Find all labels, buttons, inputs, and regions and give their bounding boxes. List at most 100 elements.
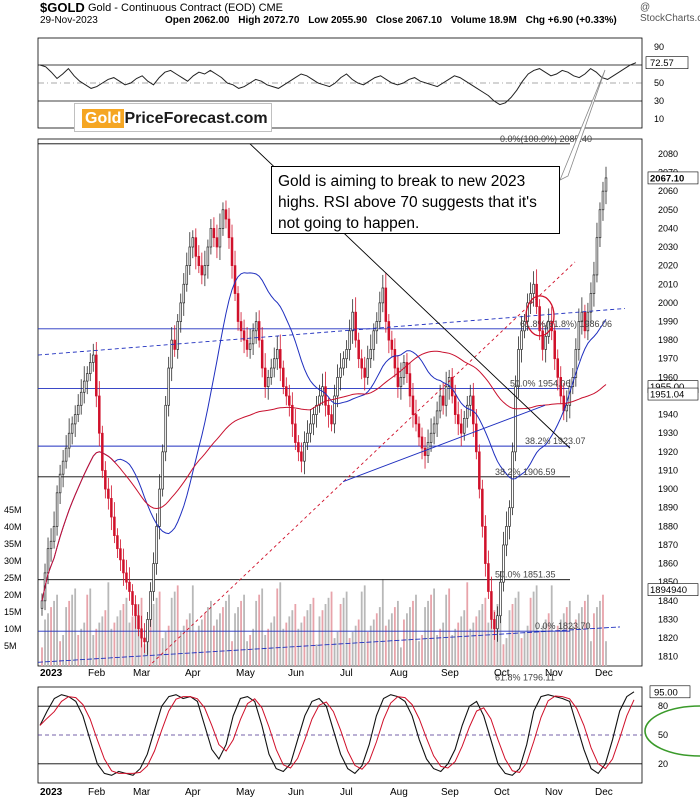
candle-body	[604, 177, 608, 192]
candle-body	[285, 386, 288, 397]
volume-bar	[143, 644, 146, 666]
candle-body	[303, 442, 306, 462]
candle-body	[556, 358, 559, 378]
fib-label: 50.0% 1954.06	[510, 378, 571, 388]
volume-bar	[219, 613, 221, 666]
price-tick-label: 1920	[658, 447, 678, 457]
candle-body	[167, 367, 170, 406]
candle-body	[565, 404, 569, 412]
candle-body	[595, 237, 599, 276]
price-tick-label: 1990	[658, 316, 678, 326]
price-plot	[38, 143, 626, 666]
volume-bar	[363, 585, 366, 666]
candle-body	[496, 615, 499, 630]
candle-body	[209, 228, 213, 248]
candle-body	[417, 423, 421, 438]
candle-body	[242, 330, 246, 341]
rsi-last-label: 72.57	[650, 58, 674, 69]
volume-value: Volume 18.9M	[450, 15, 517, 26]
volume-bar	[59, 641, 61, 666]
volume-bar	[62, 635, 65, 666]
candle-body	[375, 321, 379, 332]
volume-bar	[252, 628, 255, 666]
candle-body	[318, 395, 321, 406]
volume-bar	[415, 594, 417, 666]
candle-body	[559, 377, 563, 397]
candle-body	[215, 237, 219, 248]
candle-body	[58, 473, 62, 494]
volume-bar	[550, 585, 553, 666]
candle-body	[260, 339, 264, 369]
high-value: High 2072.70	[238, 15, 300, 26]
volume-bar	[249, 635, 252, 666]
candle-body	[354, 311, 357, 341]
candle-body	[276, 349, 279, 360]
ohlc-readout: Open 2062.00 High 2072.70 Low 2055.90 Cl…	[165, 15, 623, 26]
volume-tick-label: 5M	[4, 641, 17, 651]
volume-bar	[276, 588, 279, 666]
volume-bar	[378, 607, 381, 666]
volume-tick-label: 20M	[4, 590, 22, 600]
candle-body	[212, 228, 216, 239]
volume-bar	[556, 625, 559, 666]
candle-body	[269, 367, 273, 378]
candle-body	[532, 283, 535, 294]
price-tick-label: 2040	[658, 223, 678, 233]
volume-bar	[469, 628, 472, 666]
volume-bar	[225, 600, 227, 666]
candle-body	[61, 460, 65, 475]
volume-bar	[412, 600, 414, 666]
candle-body	[372, 330, 376, 350]
volume-bar	[436, 635, 439, 666]
annotations	[559, 69, 606, 181]
volume-bar	[559, 619, 562, 666]
candle-body	[478, 451, 481, 490]
candle-body	[254, 321, 258, 332]
volume-bar	[258, 594, 261, 666]
volume-bar	[466, 582, 469, 666]
volume-bar	[511, 604, 514, 666]
volume-bar	[116, 616, 119, 666]
candle-body	[438, 395, 442, 412]
volume-bar	[161, 638, 164, 666]
volume-bar	[194, 631, 197, 666]
candle-body	[360, 358, 363, 369]
candle-body	[583, 311, 587, 332]
candle-body	[107, 488, 110, 499]
volume-bar	[185, 619, 188, 666]
volume-bar	[490, 616, 493, 666]
candle-body	[85, 373, 89, 382]
candle-body	[511, 451, 514, 509]
price-tick-label: 1860	[658, 559, 678, 569]
candle-body	[101, 432, 104, 471]
price-tick-label: 2060	[658, 186, 678, 196]
volume-bar	[246, 641, 248, 666]
candle-body	[384, 287, 388, 322]
candle-body	[221, 209, 225, 229]
rsi-plot	[38, 62, 642, 106]
volume-bar	[47, 613, 49, 666]
volume-bar	[122, 604, 125, 666]
candle-body	[544, 336, 547, 350]
red-trendline	[148, 261, 576, 666]
candle-body	[453, 395, 457, 415]
volume-bar	[110, 628, 113, 666]
axes: 907050301072.570.0%(100.0%) 2085.4061.8%…	[4, 42, 700, 798]
candle-body	[291, 404, 294, 425]
fib-label: 61.8% 1796.11	[495, 673, 555, 683]
candle-body	[475, 423, 478, 453]
volume-bar	[387, 619, 390, 666]
candle-body	[128, 581, 131, 592]
stoch-x-tick-label: 2023	[40, 787, 63, 798]
volume-bar	[318, 616, 321, 666]
volume-bar	[191, 585, 194, 666]
volume-bar	[294, 604, 297, 666]
volume-bar	[348, 638, 351, 666]
price-tick-label: 1880	[658, 521, 678, 531]
x-tick-label: Feb	[88, 668, 106, 679]
volume-bar	[155, 597, 158, 666]
candle-body	[589, 293, 593, 313]
volume-bar	[128, 622, 131, 666]
stoch-x-tick-label: Oct	[494, 787, 510, 798]
candle-body	[514, 386, 517, 453]
